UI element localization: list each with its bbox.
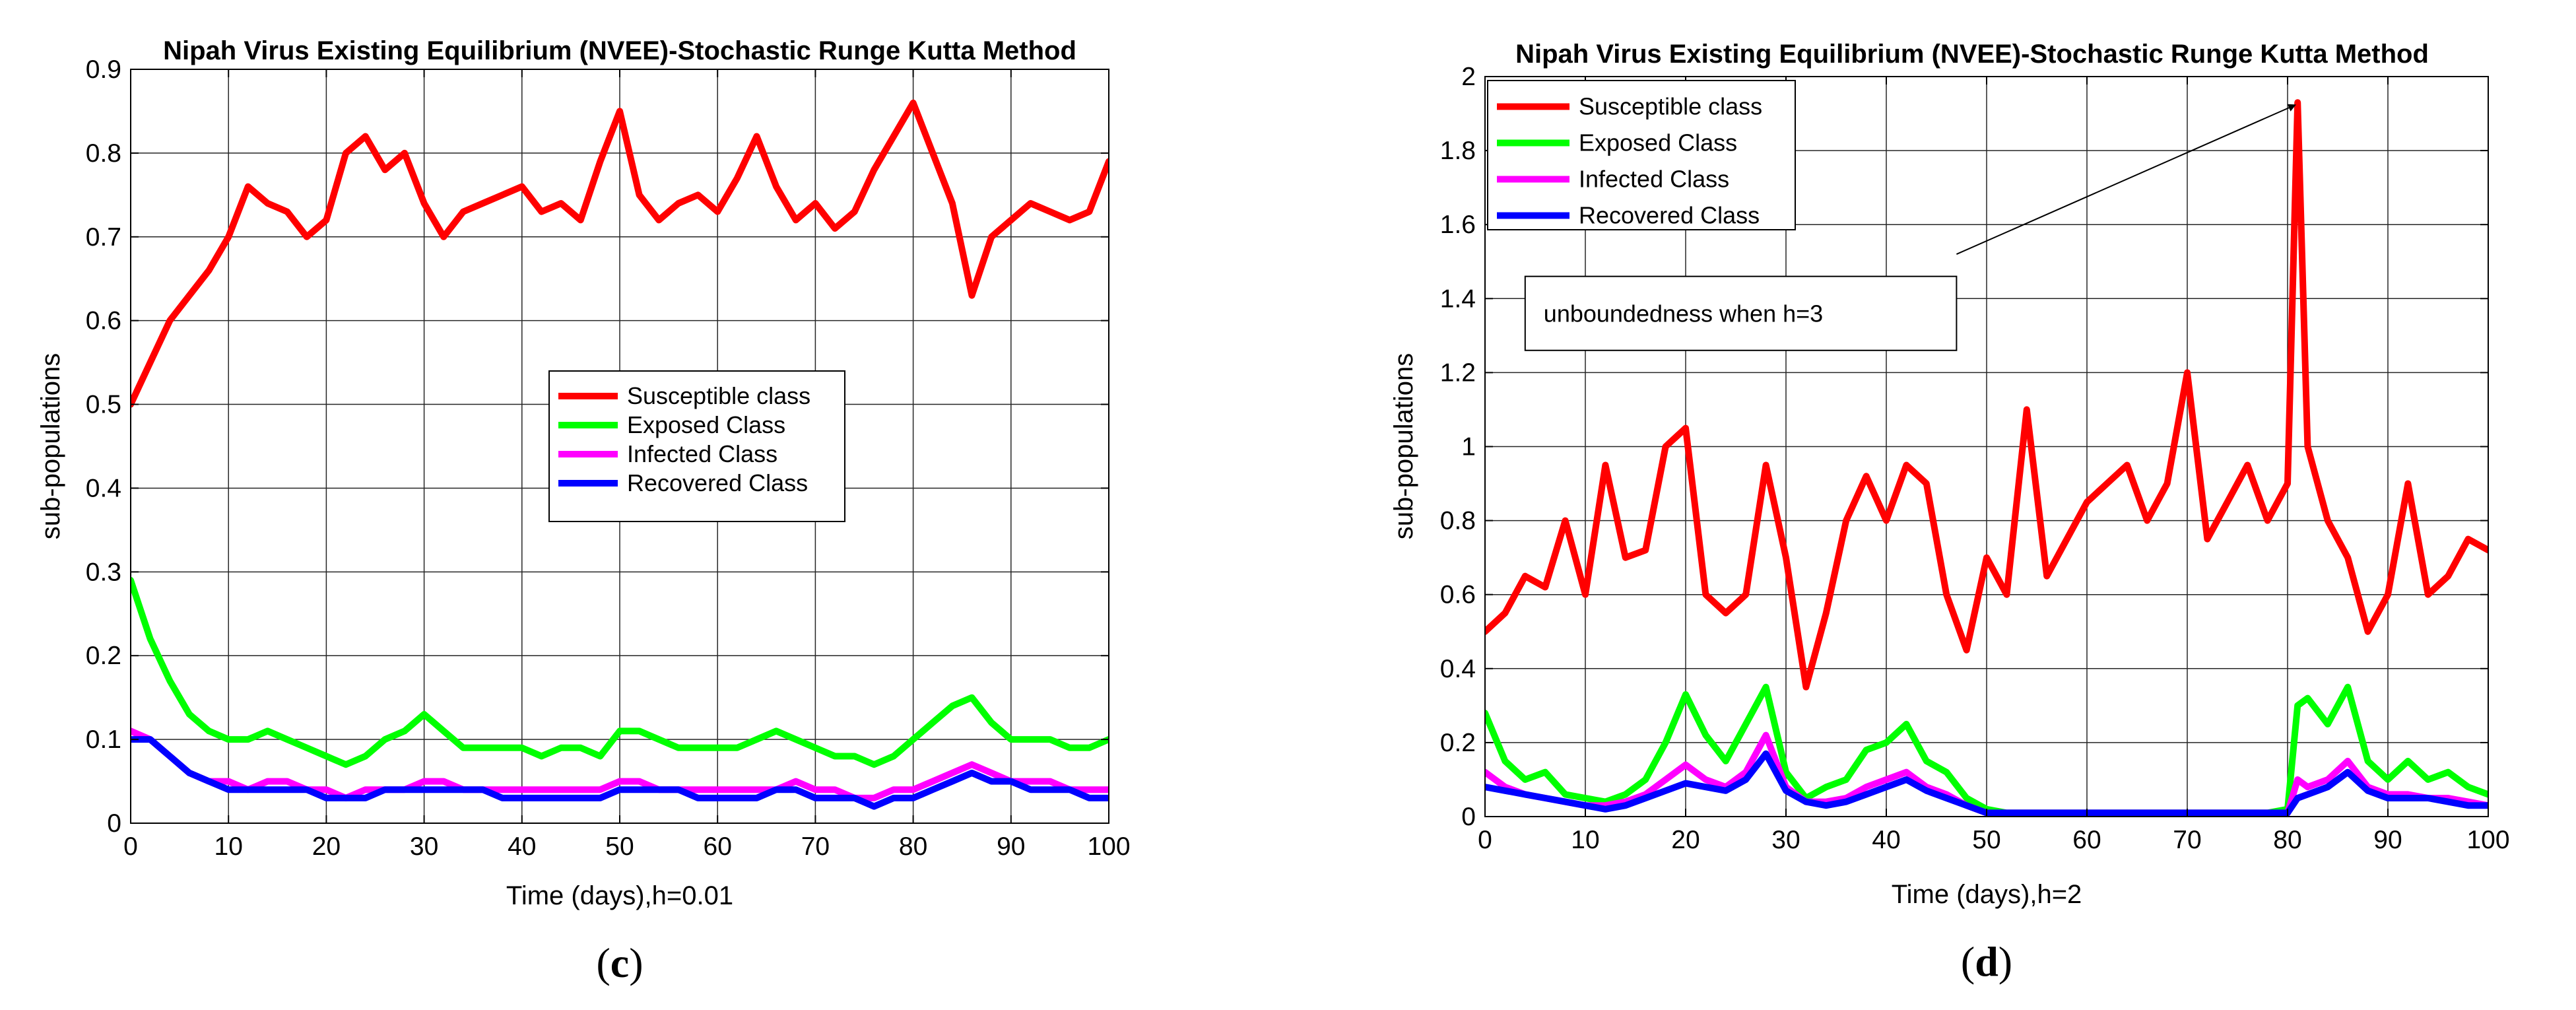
y-tick-label: 1.6	[1440, 211, 1476, 239]
y-tick-label: 0.5	[86, 391, 121, 419]
annotation-arrow	[1956, 104, 2297, 255]
legend-label: Infected Class	[1579, 166, 1729, 193]
x-tick-label: 0	[123, 832, 138, 861]
y-tick-label: 1.4	[1440, 285, 1476, 313]
y-tick-label: 0.4	[1440, 655, 1476, 683]
y-tick-label: 0.2	[1440, 729, 1476, 757]
y-tick-label: 0.8	[1440, 507, 1476, 535]
x-tick-label: 60	[2072, 826, 2101, 854]
y-tick-label: 0.4	[86, 474, 121, 502]
x-tick-label: 70	[2173, 826, 2201, 854]
y-tick-label: 1.2	[1440, 358, 1476, 387]
x-tick-label: 70	[801, 832, 830, 861]
legend-items: Susceptible class Exposed Class Infected C…	[1497, 93, 1762, 229]
annotation-box	[1524, 275, 1958, 351]
x-tick-label: 30	[1771, 826, 1800, 854]
x-tick-label: 50	[1972, 826, 2000, 854]
legend-label: Susceptible class	[627, 382, 810, 409]
x-tick-label: 50	[605, 832, 634, 861]
annotation: unboundedness when h=3	[1524, 104, 2297, 351]
y-tick-label: 2	[1461, 63, 1476, 91]
y-tick-label: 0.3	[86, 558, 121, 586]
y-tick-label: 0.7	[86, 223, 121, 252]
exposed-class-series-line	[131, 577, 1109, 768]
chart-panel-c: Nipah Virus Existing Equilibrium (NVEE)-…	[36, 36, 1131, 986]
x-tick-label: 40	[508, 832, 536, 861]
x-tick-label: 90	[997, 832, 1025, 861]
panel-caption: (c)	[596, 939, 643, 986]
chart-panel-d: Nipah Virus Existing Equilibrium (NVEE)-…	[1389, 40, 2510, 985]
x-tick-label: 20	[1671, 826, 1700, 854]
legend-label: Recovered Class	[1579, 202, 1760, 229]
x-tick-label: 30	[410, 832, 438, 861]
panel-caption: (d)	[1961, 938, 2012, 985]
x-tick-label: 0	[1478, 826, 1492, 854]
legend-label: Susceptible class	[1579, 93, 1762, 120]
caption-letter: d	[1975, 938, 1998, 985]
y-tick-label: 1	[1461, 433, 1476, 461]
chart-title: Nipah Virus Existing Equilibrium (NVEE)-…	[163, 36, 1076, 65]
series-layer	[1485, 99, 2488, 817]
y-axis-label: sub-populations	[36, 353, 65, 539]
recovered-class-series-line	[1485, 750, 2488, 817]
legend-label: Recovered Class	[627, 469, 808, 496]
x-tick-label: 20	[312, 832, 341, 861]
annotation-text: unboundedness when h=3	[1544, 300, 1823, 327]
y-tick-label: 0.8	[86, 139, 121, 168]
y-tick-label: 1.8	[1440, 137, 1476, 165]
x-tick-label: 100	[2466, 826, 2509, 854]
axis-ticks: 0 10 20 30 40 50 60 70 80 90 100 0 0.1 0.2 0.3 0.4 0.5 0.…	[86, 55, 1131, 861]
y-tick-label: 0.9	[86, 55, 121, 84]
legend-label: Infected Class	[627, 440, 777, 467]
x-tick-label: 80	[2273, 826, 2301, 854]
x-tick-label: 100	[1087, 832, 1130, 861]
infected-class-series-line	[131, 727, 1109, 801]
axis-ticks: 0 10 20 30 40 50 60 70 80 90 100 0 0.2 0.4 0.6 0.8 1 1.2 1…	[1440, 63, 2510, 854]
x-tick-label: 10	[1571, 826, 1599, 854]
legend: Susceptible class Exposed Class Infected C…	[1487, 80, 1796, 230]
legend-label: Exposed Class	[1579, 129, 1737, 156]
recovered-class-series-line	[131, 736, 1109, 810]
x-tick-label: 10	[215, 832, 243, 861]
y-tick-label: 0	[1461, 803, 1476, 831]
y-tick-label: 0.6	[86, 307, 121, 335]
y-tick-label: 0.6	[1440, 581, 1476, 609]
y-axis-label: sub-populations	[1389, 353, 1418, 539]
legend-label: Exposed Class	[627, 411, 785, 438]
x-axis-label: Time (days),h=0.01	[506, 881, 733, 910]
x-tick-label: 40	[1872, 826, 1900, 854]
y-tick-label: 0	[107, 809, 121, 838]
x-tick-label: 60	[704, 832, 732, 861]
x-axis-label: Time (days),h=2	[1892, 880, 2082, 909]
x-tick-label: 80	[899, 832, 927, 861]
y-tick-label: 0.1	[86, 725, 121, 754]
x-tick-label: 90	[2373, 826, 2402, 854]
susceptible-class-series-line	[1485, 99, 2488, 690]
chart-title: Nipah Virus Existing Equilibrium (NVEE)-…	[1515, 40, 2429, 69]
susceptible-class-series-line	[131, 99, 1109, 408]
caption-letter: c	[611, 939, 629, 986]
y-tick-label: 0.2	[86, 642, 121, 670]
series-layer	[131, 99, 1109, 810]
